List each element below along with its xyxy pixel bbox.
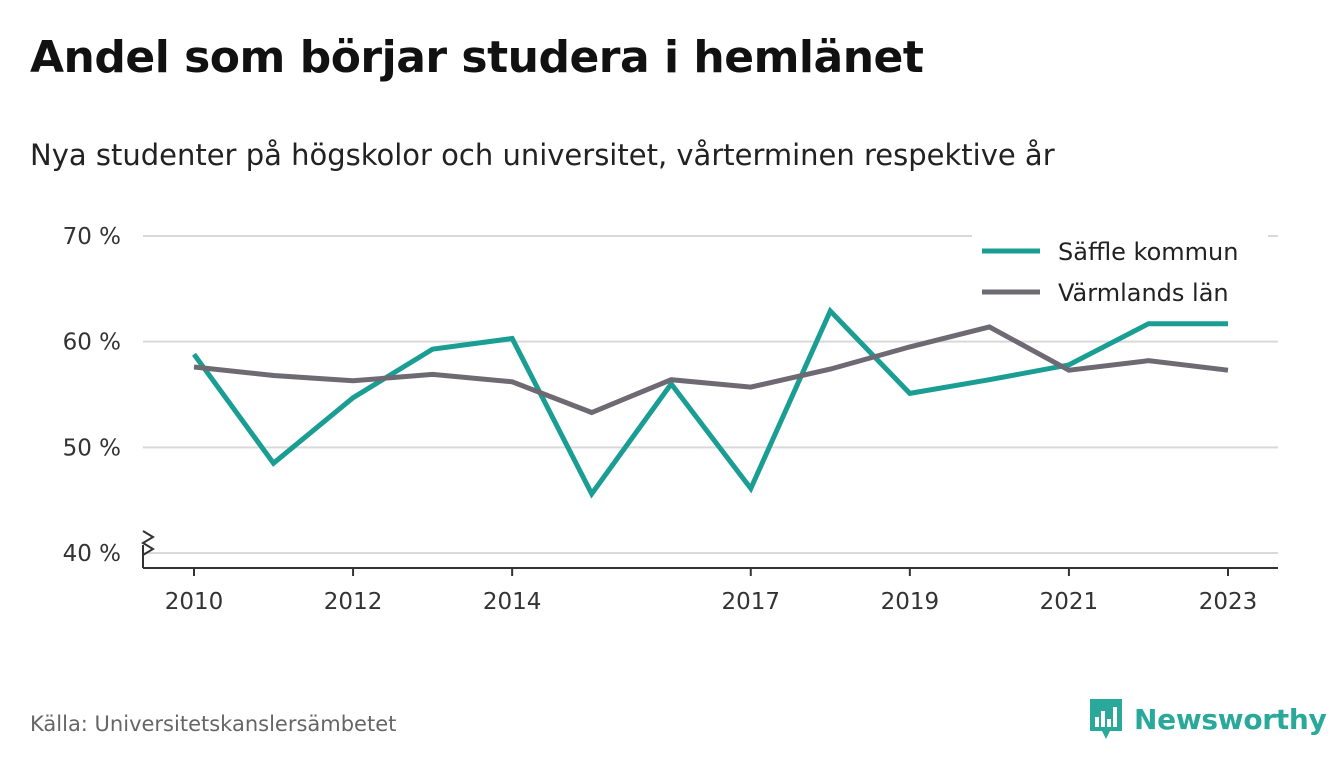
series-lines	[191, 306, 1229, 499]
y-axis-ticks: 40 % 50 % 60 % 70 %	[63, 224, 121, 567]
chart-subtitle: Nya studenter på högskolor och universit…	[30, 138, 1055, 172]
legend-label: Värmlands län	[1058, 279, 1229, 307]
y-tick-label: 60 %	[63, 330, 121, 356]
brand-name: Newsworthy	[1134, 702, 1327, 736]
x-tick-label: 2017	[721, 589, 780, 615]
y-tick-label: 70 %	[63, 224, 121, 250]
legend-background	[972, 228, 1268, 318]
series-line-1	[193, 324, 1229, 416]
axis-break-icon	[141, 530, 155, 556]
legend: Säffle kommun Värmlands län	[972, 228, 1268, 318]
chart-title: Andel som börjar studera i hemlänet	[30, 32, 924, 83]
x-tick-label: 2019	[881, 589, 940, 615]
x-axis: 2010 2012 2014 2017 2019 2021 2023	[141, 530, 1278, 615]
legend-label: Säffle kommun	[1058, 238, 1238, 266]
x-tick-label: 2012	[324, 589, 383, 615]
x-tick-label: 2014	[483, 589, 542, 615]
newsworthy-logo-icon	[1090, 699, 1122, 739]
y-tick-label: 50 %	[63, 435, 121, 461]
source-note: Källa: Universitetskanslersämbetet	[30, 712, 397, 736]
brand-logo: Newsworthy	[1088, 697, 1327, 741]
x-tick-label: 2023	[1199, 589, 1258, 615]
y-tick-label: 40 %	[63, 541, 121, 567]
x-tick-label: 2021	[1040, 589, 1099, 615]
x-tick-label: 2010	[165, 589, 224, 615]
series-line-0	[191, 306, 1228, 499]
